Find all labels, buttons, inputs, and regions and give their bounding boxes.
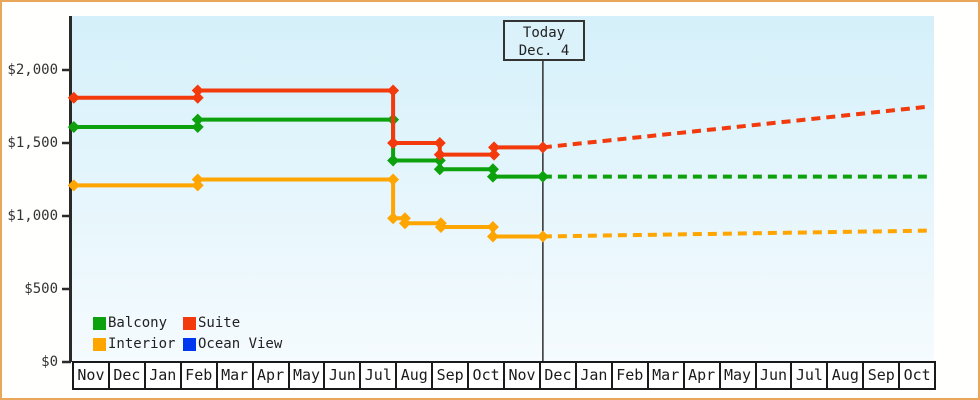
today-label: Today bbox=[522, 25, 566, 41]
series-marker-suite bbox=[387, 84, 400, 97]
month-cell: Jul bbox=[792, 363, 829, 388]
series-marker-balcony bbox=[486, 170, 499, 183]
series-marker-interior bbox=[486, 230, 499, 243]
series-marker-suite bbox=[488, 141, 501, 154]
series-marker-balcony bbox=[191, 113, 204, 126]
today-marker-box: Today Dec. 4 bbox=[503, 20, 585, 61]
month-cell: Mar bbox=[649, 363, 685, 388]
month-cell: Nov bbox=[505, 363, 541, 388]
legend-label: Interior bbox=[108, 336, 176, 352]
month-cell: Oct bbox=[900, 363, 937, 388]
y-axis-label: $500 bbox=[24, 281, 58, 297]
legend-swatch bbox=[93, 337, 106, 351]
month-cell: Aug bbox=[828, 363, 865, 388]
month-cell: May bbox=[290, 363, 326, 388]
legend-item-ocean-view: Ocean View bbox=[183, 334, 282, 354]
month-cell: Oct bbox=[469, 363, 506, 388]
y-axis-label: $1,000 bbox=[7, 208, 58, 224]
series-marker-interior bbox=[387, 212, 400, 225]
series-marker-suite bbox=[387, 137, 400, 149]
series-marker-balcony bbox=[387, 154, 400, 167]
series-marker-interior bbox=[387, 173, 400, 186]
legend-item-balcony: Balcony bbox=[93, 313, 183, 333]
month-cell: Apr bbox=[254, 363, 290, 388]
legend-swatch bbox=[183, 337, 196, 351]
month-cell: Dec bbox=[110, 363, 146, 388]
month-cell: Jan bbox=[146, 363, 182, 388]
series-marker-suite bbox=[488, 148, 501, 161]
series-marker-suite bbox=[191, 91, 204, 104]
month-cell: Jun bbox=[325, 363, 362, 388]
series-projection-interior bbox=[542, 228, 930, 239]
series-marker-balcony bbox=[191, 120, 204, 133]
month-cell: May bbox=[721, 363, 757, 388]
series-marker-suite bbox=[536, 141, 549, 154]
series-marker-balcony bbox=[67, 120, 80, 133]
series-marker-balcony bbox=[433, 163, 446, 176]
y-axis: $2,000 $1,500 $1,000 $500 $0 bbox=[2, 2, 64, 398]
legend-item-interior: Interior bbox=[93, 334, 183, 354]
legend: Balcony Suite Interior Ocean View bbox=[93, 313, 282, 354]
series-marker-balcony bbox=[536, 170, 549, 183]
month-cell: Sep bbox=[433, 363, 470, 388]
month-cell: Sep bbox=[864, 363, 901, 388]
month-cell: Jan bbox=[577, 363, 613, 388]
y-axis-label: $1,500 bbox=[7, 135, 58, 151]
month-cell: Feb bbox=[182, 363, 218, 388]
series-marker-balcony bbox=[486, 163, 499, 176]
month-cell: Feb bbox=[613, 363, 649, 388]
legend-label: Balcony bbox=[108, 315, 168, 331]
series-marker-interior bbox=[486, 220, 499, 233]
y-axis-label: $0 bbox=[41, 354, 58, 370]
legend-swatch bbox=[93, 316, 106, 330]
series-marker-suite bbox=[191, 84, 204, 97]
legend-swatch bbox=[183, 316, 196, 330]
legend-label: Ocean View bbox=[198, 336, 283, 352]
series-marker-interior bbox=[434, 220, 447, 233]
month-cell: Jul bbox=[361, 363, 398, 388]
legend-label: Suite bbox=[198, 315, 241, 331]
series-marker-interior bbox=[67, 179, 80, 192]
series-marker-suite bbox=[67, 91, 80, 104]
today-date: Dec. 4 bbox=[518, 43, 570, 59]
plot-background bbox=[72, 16, 934, 361]
series-marker-suite bbox=[433, 148, 446, 161]
x-axis-month-row: Nov Dec Jan Feb Mar Apr May Jun Jul Aug Sep Oct Nov D… bbox=[72, 361, 937, 390]
legend-item-suite: Suite bbox=[183, 313, 282, 333]
series-marker-interior bbox=[536, 230, 549, 243]
month-cell: Aug bbox=[397, 363, 434, 388]
series-projection-suite bbox=[542, 104, 930, 150]
series-marker-interior bbox=[191, 173, 204, 186]
month-cell: Jun bbox=[757, 363, 793, 388]
month-cell: Dec bbox=[541, 363, 577, 388]
series-marker-suite bbox=[433, 137, 446, 149]
month-cell: Apr bbox=[685, 363, 721, 388]
month-cell: Nov bbox=[74, 363, 110, 388]
month-cell: Mar bbox=[218, 363, 254, 388]
y-axis-label: $2,000 bbox=[7, 62, 58, 78]
series-marker-interior bbox=[398, 217, 411, 230]
